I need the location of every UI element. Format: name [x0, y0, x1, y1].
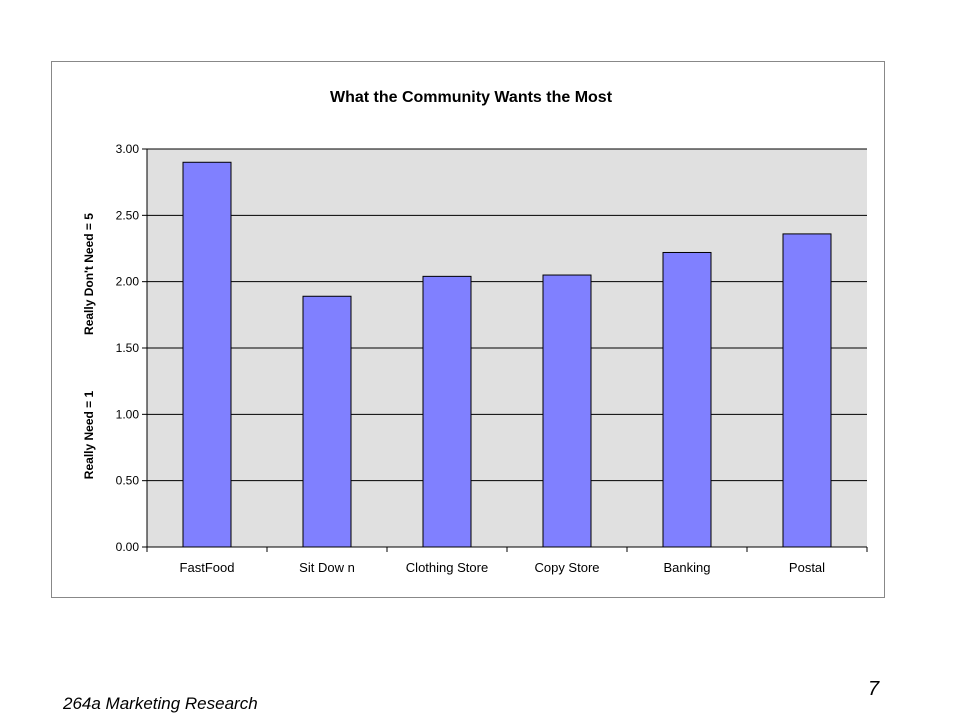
y-tick-label: 2.50	[116, 208, 140, 222]
page-number: 7	[868, 678, 880, 700]
bar	[662, 251, 712, 548]
y-tick-label: 0.00	[116, 540, 140, 554]
x-tick-label: Banking	[664, 560, 711, 575]
y-tick-label: 2.00	[116, 275, 140, 289]
x-tick-label: Postal	[789, 560, 825, 575]
y-axis-label-upper: Really Don't Need = 5	[82, 213, 96, 335]
x-tick-label: Clothing Store	[406, 560, 488, 575]
footer-course-label: 264a Marketing Research	[63, 694, 258, 713]
x-tick-label: Sit Dow n	[299, 560, 355, 575]
chart-title: What the Community Wants the Most	[330, 89, 613, 106]
y-axis-label-lower: Really Need = 1	[82, 390, 96, 479]
bar	[542, 274, 592, 548]
bar	[302, 295, 352, 548]
y-tick-label: 1.50	[116, 341, 140, 355]
x-tick-label: Copy Store	[534, 560, 599, 575]
plot-area: 0.00 0.50 1.00 1.50 2.00 2.50 3.00 FastFood Sit …	[116, 142, 868, 575]
x-tick-label: FastFood	[180, 560, 235, 575]
bar-chart: What the Community Wants the Most Really…	[82, 89, 868, 575]
bar	[182, 161, 232, 548]
y-tick-label: 0.50	[116, 474, 140, 488]
chart-frame: What the Community Wants the Most Really…	[51, 61, 885, 598]
y-tick-label: 3.00	[116, 142, 140, 156]
y-tick-label: 1.00	[116, 407, 140, 421]
bar	[782, 233, 832, 548]
bar	[422, 275, 472, 548]
